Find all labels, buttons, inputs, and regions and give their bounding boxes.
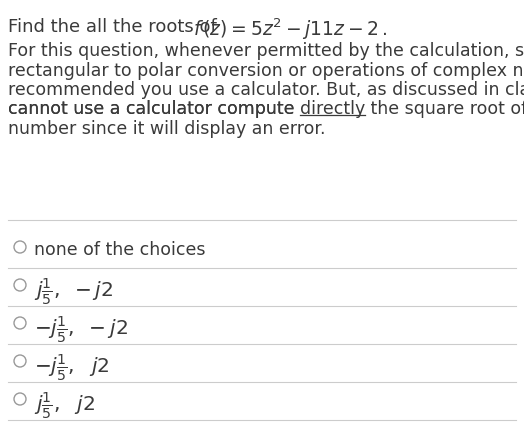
Text: For this question, whenever permitted by the calculation, such as: For this question, whenever permitted by…	[8, 42, 524, 60]
Text: rectangular to polar conversion or operations of complex numbers, it is: rectangular to polar conversion or opera…	[8, 61, 524, 79]
Text: Find the all the roots of: Find the all the roots of	[8, 18, 228, 36]
Text: recommended you use a calculator. But, as discussed in class, you: recommended you use a calculator. But, a…	[8, 81, 524, 99]
Text: $j\frac{1}{5},\ \ j2$: $j\frac{1}{5},\ \ j2$	[34, 391, 95, 421]
Text: $-j\frac{1}{5},\ -j2$: $-j\frac{1}{5},\ -j2$	[34, 315, 128, 345]
Text: $-j\frac{1}{5},\ \ j2$: $-j\frac{1}{5},\ \ j2$	[34, 353, 110, 383]
Text: $f\,(z) = 5z^2 - j11z - 2\,.$: $f\,(z) = 5z^2 - j11z - 2\,.$	[193, 17, 387, 42]
Text: cannot use a calculator compute: cannot use a calculator compute	[8, 100, 300, 118]
Text: cannot use a calculator compute: cannot use a calculator compute	[8, 100, 300, 118]
Text: the square root of a complex: the square root of a complex	[365, 100, 524, 118]
Text: number since it will display an error.: number since it will display an error.	[8, 120, 325, 138]
Text: $j\frac{1}{5},\ -j2$: $j\frac{1}{5},\ -j2$	[34, 277, 113, 307]
Text: directly: directly	[300, 100, 365, 118]
Text: none of the choices: none of the choices	[34, 241, 205, 259]
